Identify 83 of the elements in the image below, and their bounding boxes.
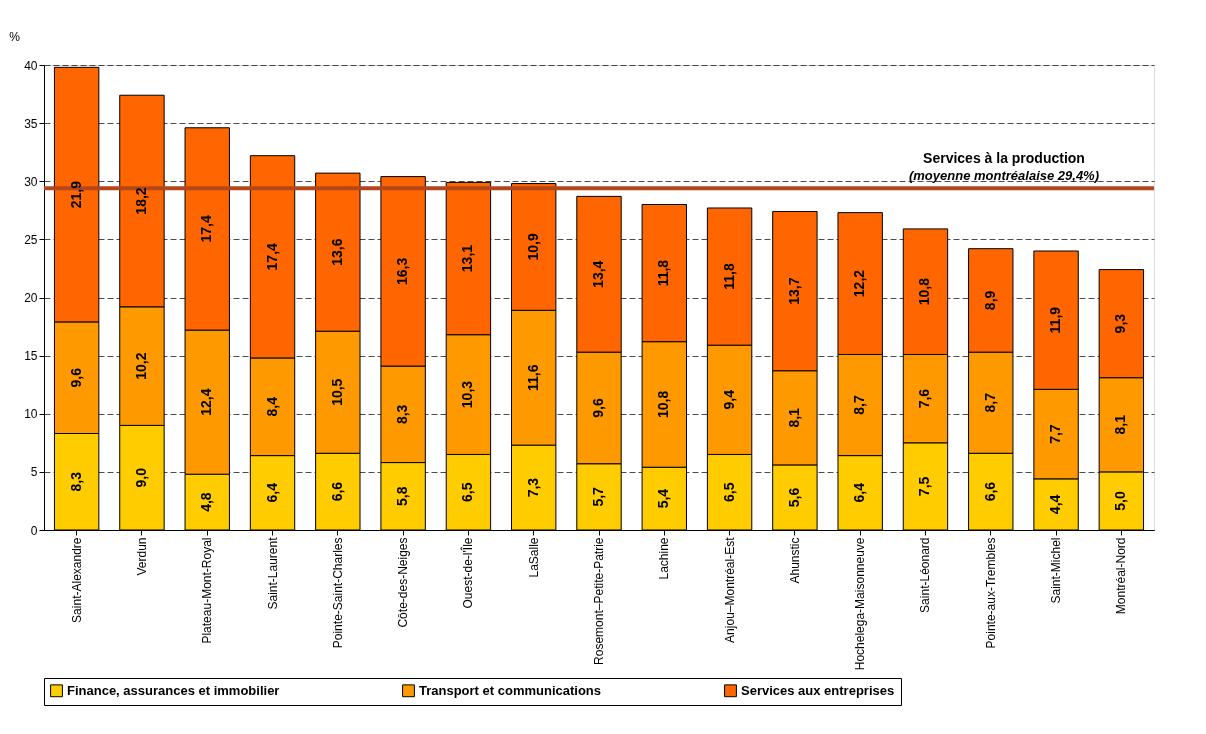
y-tick-label: 15: [24, 349, 38, 364]
y-tick-label: 10: [24, 407, 38, 422]
data-label: 17,4: [198, 215, 215, 243]
data-label: 4,4: [1047, 494, 1064, 515]
data-label: 10,5: [328, 378, 345, 406]
x-tick-label: Anjou–Montréal-Est: [722, 536, 737, 643]
data-label: 6,6: [328, 481, 345, 502]
data-label: 9,6: [590, 398, 606, 418]
data-label: 11,8: [655, 259, 672, 287]
data-label: 5,8: [394, 486, 411, 507]
data-label: 7,7: [1047, 424, 1064, 444]
data-label: 7,3: [524, 477, 541, 498]
data-label: 10,8: [655, 390, 672, 419]
data-label: 11,8: [720, 263, 737, 290]
data-label: 6,4: [851, 482, 868, 503]
x-tick-label: Montréal-Nord: [1114, 537, 1129, 615]
data-label: 6,5: [459, 482, 476, 502]
legend-label: Finance, assurances et immobilier: [67, 682, 280, 698]
y-tick-label: 20: [24, 291, 38, 305]
data-label: 8,9: [981, 290, 998, 311]
data-label: 6,6: [981, 481, 998, 502]
y-tick-label: 25: [24, 232, 38, 247]
data-label: 10,9: [524, 233, 541, 261]
x-tick-label: LaSalle: [526, 537, 541, 578]
x-tick-label: Saint-Alexandre: [69, 537, 84, 623]
ref-line-label: Services à la production: [923, 150, 1085, 167]
data-label: 6,4: [263, 482, 280, 503]
data-label: 13,7: [785, 277, 802, 305]
x-tick-label: Verdun: [134, 537, 149, 576]
y-tick-label: 0: [30, 523, 38, 538]
y-tick-label: 35: [24, 116, 38, 131]
x-tick-label: Saint-Michel: [1049, 537, 1064, 604]
data-label: 12,2: [851, 269, 868, 298]
x-tick-label: Rosemont–Petite-Patrie: [592, 537, 606, 665]
x-tick-label: Hochelega-Maisonneuve: [853, 537, 868, 671]
data-label: 12,4: [198, 388, 215, 416]
x-tick-label: Lachine: [657, 537, 672, 580]
x-tick-label: Pointe-aux-Trembles: [983, 537, 998, 649]
data-label: 13,6: [328, 238, 345, 266]
data-label: 9,4: [720, 389, 737, 410]
data-label: 8,3: [394, 404, 411, 425]
data-label: 7,6: [916, 388, 933, 409]
data-label: 16,3: [394, 257, 411, 285]
data-label: 6,5: [720, 482, 737, 502]
data-label: 9,6: [67, 367, 84, 388]
x-tick-label: Ahunstic: [787, 537, 802, 584]
legend-label: Services aux entreprises: [741, 682, 895, 698]
y-tick-label: 5: [30, 465, 38, 480]
data-label: 8,4: [263, 396, 280, 417]
data-label: 5,0: [1112, 491, 1129, 511]
data-label: 8,1: [1112, 414, 1129, 435]
data-label: 10,8: [916, 277, 933, 306]
data-label: 5,4: [655, 488, 672, 509]
data-label: 18,2: [132, 187, 149, 215]
data-label: 9,3: [1112, 313, 1129, 334]
y-tick-label: 30: [24, 174, 38, 189]
data-label: 11,9: [1047, 306, 1064, 334]
data-label: 9,0: [132, 467, 149, 488]
x-tick-label: Plateau-Mont-Royal: [200, 537, 215, 644]
x-tick-label: Côte-des-Neiges: [396, 537, 411, 628]
data-label: 7,5: [916, 476, 933, 497]
data-label: 5,7: [590, 486, 606, 507]
x-tick-label: Saint-Laurent: [265, 536, 280, 610]
x-tick-label: Pointe-Saint-Charles: [330, 537, 345, 649]
data-label: 21,9: [67, 180, 84, 209]
data-label: 17,4: [263, 242, 280, 271]
data-label: 8,3: [67, 471, 84, 492]
data-label: 11,6: [524, 364, 541, 391]
data-label: 4,8: [198, 492, 215, 512]
data-label: 13,1: [459, 244, 476, 273]
data-label: 8,7: [851, 395, 868, 415]
legend-label: Transport et communications: [419, 682, 602, 698]
data-label: 13,4: [590, 260, 606, 288]
annotation: (moyenne montréalaise 29,4%): [908, 168, 1100, 184]
y-axis-title: %: [9, 29, 21, 44]
data-label: 5,6: [785, 487, 802, 508]
x-tick-label: Ouest-de-l'Île: [460, 537, 476, 609]
data-label: 8,1: [785, 407, 802, 428]
y-tick-label: 40: [24, 58, 38, 73]
data-label: 10,2: [132, 352, 149, 380]
data-label: 10,3: [459, 380, 476, 409]
data-label: 8,7: [981, 392, 998, 413]
x-tick-label: Saint-Léonard: [918, 537, 933, 613]
